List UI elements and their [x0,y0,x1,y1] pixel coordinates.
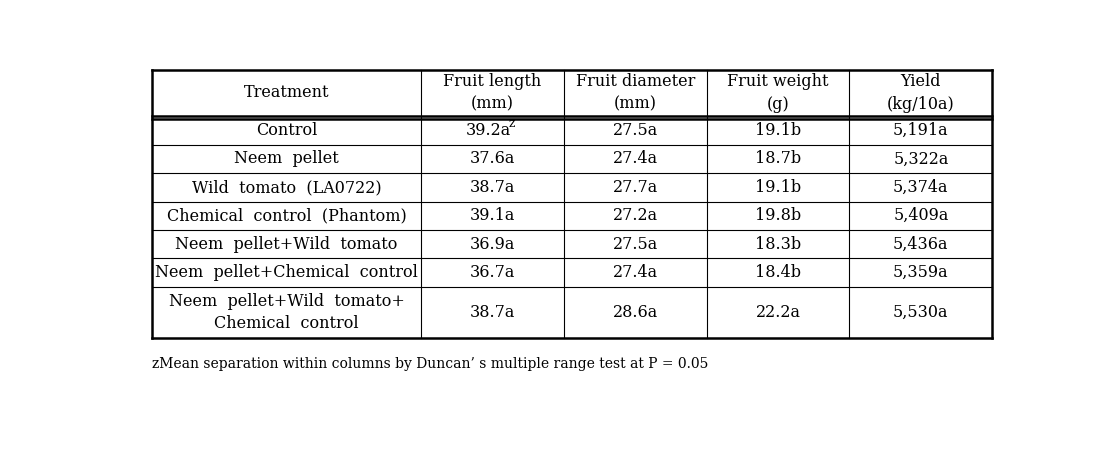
Text: 27.5a: 27.5a [613,122,658,139]
Text: 27.7a: 27.7a [613,179,658,196]
Text: Neem  pellet+Wild  tomato+
Chemical  control: Neem pellet+Wild tomato+ Chemical contro… [168,293,404,332]
Text: Fruit length
(mm): Fruit length (mm) [443,73,541,112]
Text: Neem  pellet: Neem pellet [234,150,339,167]
Text: Yield
(kg/10a): Yield (kg/10a) [887,73,955,112]
Text: 22.2a: 22.2a [755,304,801,321]
Text: Control: Control [256,122,317,139]
Text: Treatment: Treatment [244,85,330,102]
Text: 19.8b: 19.8b [755,207,801,224]
Text: 39.2a: 39.2a [466,122,510,139]
Text: 19.1b: 19.1b [755,122,801,139]
Text: 18.3b: 18.3b [755,236,801,253]
Text: 5,374a: 5,374a [893,179,949,196]
Text: Chemical  control  (Phantom): Chemical control (Phantom) [167,207,407,224]
Text: 5,436a: 5,436a [893,236,949,253]
Text: z: z [508,117,515,130]
Text: 5,359a: 5,359a [893,264,949,281]
Text: 5,191a: 5,191a [893,122,949,139]
Text: Neem  pellet+Chemical  control: Neem pellet+Chemical control [155,264,418,281]
Text: 37.6a: 37.6a [470,150,515,167]
Text: 5,530a: 5,530a [893,304,949,321]
Text: 36.9a: 36.9a [470,236,515,253]
Text: 5,322a: 5,322a [893,150,948,167]
Text: zMean separation within columns by Duncan’ s multiple range test at P = 0.05: zMean separation within columns by Dunca… [153,357,709,371]
Text: 27.5a: 27.5a [613,236,658,253]
Text: 19.1b: 19.1b [755,179,801,196]
Text: 38.7a: 38.7a [470,304,515,321]
Text: Wild  tomato  (LA0722): Wild tomato (LA0722) [192,179,381,196]
Text: Fruit weight
(g): Fruit weight (g) [727,73,829,112]
Text: 36.7a: 36.7a [470,264,515,281]
Text: 5,409a: 5,409a [893,207,948,224]
Text: 28.6a: 28.6a [613,304,658,321]
Text: 27.4a: 27.4a [613,150,657,167]
Text: 18.4b: 18.4b [755,264,801,281]
Text: 27.4a: 27.4a [613,264,657,281]
Text: 39.1a: 39.1a [470,207,515,224]
Text: 27.2a: 27.2a [613,207,657,224]
Text: 38.7a: 38.7a [470,179,515,196]
Text: 18.7b: 18.7b [755,150,801,167]
Text: Neem  pellet+Wild  tomato: Neem pellet+Wild tomato [175,236,398,253]
Text: Fruit diameter
(mm): Fruit diameter (mm) [576,73,695,112]
